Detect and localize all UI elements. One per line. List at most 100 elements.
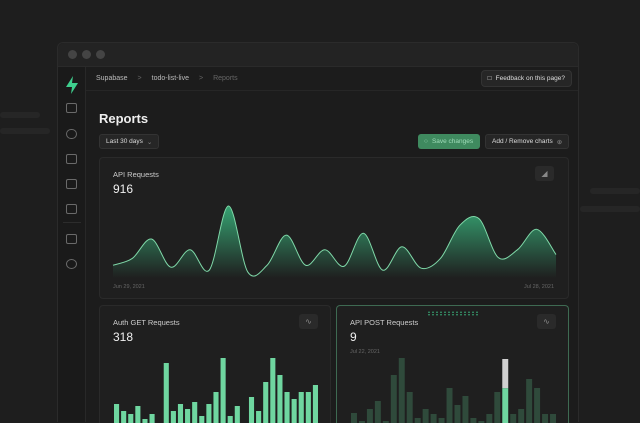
breadcrumb-current: Reports: [213, 75, 238, 82]
bar[interactable]: [206, 404, 212, 423]
bar[interactable]: [374, 401, 381, 423]
chart-title: API POST Requests: [350, 318, 419, 327]
chart-type-toggle[interactable]: ∿: [299, 314, 318, 329]
sidebar: [58, 67, 86, 422]
plus-circle-icon: ⊕: [556, 138, 563, 146]
bar[interactable]: [550, 414, 556, 423]
docs-icon[interactable]: [66, 234, 77, 244]
bar[interactable]: [510, 414, 517, 423]
breadcrumb: Supabase > todo-list-live > Reports □ Feedb…: [86, 67, 578, 91]
bar[interactable]: [406, 392, 413, 423]
drag-handle[interactable]: [427, 311, 479, 316]
window-close-button[interactable]: [68, 50, 77, 59]
background-decoration: [0, 128, 50, 134]
bar[interactable]: [277, 375, 283, 423]
bar[interactable]: [248, 397, 255, 423]
chart-type-toggle[interactable]: ◢: [535, 166, 554, 181]
table-editor-icon[interactable]: [66, 103, 77, 113]
bar[interactable]: [398, 358, 405, 423]
bar[interactable]: [199, 416, 205, 423]
window-maximize-button[interactable]: [96, 50, 105, 59]
bar[interactable]: [234, 406, 240, 423]
bar[interactable]: [192, 402, 198, 423]
bar[interactable]: [185, 409, 191, 423]
bar[interactable]: [312, 385, 318, 423]
settings-icon[interactable]: [66, 259, 77, 269]
sidebar-divider: [63, 222, 81, 223]
bar[interactable]: [486, 414, 493, 423]
bar[interactable]: [502, 388, 509, 423]
bar[interactable]: [430, 414, 437, 423]
bar[interactable]: [390, 375, 397, 423]
bar[interactable]: [351, 413, 357, 423]
bar[interactable]: [142, 419, 148, 423]
api-requests-card: API Requests 916 ◢ Jun 29, 2021 Jul 28, …: [99, 157, 569, 299]
save-label: Save changes: [431, 138, 474, 145]
window-minimize-button[interactable]: [82, 50, 91, 59]
bar[interactable]: [454, 405, 461, 423]
x-start-label: Jun 29, 2021: [113, 284, 145, 290]
chart-total: 318: [113, 330, 134, 344]
chart-title: Auth GET Requests: [113, 318, 180, 327]
bar[interactable]: [305, 392, 311, 423]
page-title: Reports: [99, 111, 149, 126]
bar[interactable]: [298, 392, 304, 423]
bar[interactable]: [422, 409, 429, 423]
terminal-icon[interactable]: [66, 179, 77, 189]
bar[interactable]: [256, 411, 262, 423]
bar[interactable]: [414, 418, 421, 423]
date-range-select[interactable]: Last 30 days ⌄: [99, 134, 160, 149]
feedback-button[interactable]: □ Feedback on this page?: [480, 70, 572, 87]
users-icon[interactable]: [66, 129, 77, 139]
bar[interactable]: [526, 379, 533, 423]
bar[interactable]: [220, 358, 226, 423]
bar[interactable]: [135, 406, 141, 423]
hover-date-label: Jul 22, 2021: [350, 349, 380, 355]
bar[interactable]: [149, 414, 155, 423]
bar[interactable]: [291, 399, 297, 423]
bar[interactable]: [366, 409, 373, 423]
bar[interactable]: [227, 416, 233, 423]
api-post-chart: [351, 358, 556, 423]
chart-type-toggle[interactable]: ∿: [537, 314, 556, 329]
feedback-label: Feedback on this page?: [495, 75, 565, 82]
add-remove-label: Add / Remove charts: [492, 138, 553, 145]
database-icon[interactable]: [66, 204, 77, 214]
bar[interactable]: [494, 392, 501, 423]
background-decoration: [580, 206, 640, 212]
bar[interactable]: [438, 418, 445, 423]
bar[interactable]: [534, 388, 541, 423]
bar[interactable]: [128, 414, 134, 423]
bar[interactable]: [270, 358, 276, 423]
chat-icon: □: [487, 75, 492, 82]
api-requests-chart: [112, 205, 557, 278]
add-remove-charts-button[interactable]: Add / Remove charts ⊕: [485, 134, 570, 149]
app-window: Supabase > todo-list-live > Reports □ Feedb…: [57, 42, 579, 423]
save-changes-button[interactable]: ○ Save changes: [418, 134, 480, 149]
chart-title: API Requests: [113, 170, 159, 179]
bar[interactable]: [177, 404, 184, 423]
area-line: [112, 205, 557, 277]
supabase-logo-icon[interactable]: [58, 73, 86, 97]
storage-icon[interactable]: [66, 154, 77, 164]
bar[interactable]: [121, 411, 127, 423]
bar[interactable]: [163, 363, 169, 423]
bar[interactable]: [518, 409, 525, 423]
bar[interactable]: [213, 392, 219, 423]
bar[interactable]: [462, 396, 469, 423]
bar[interactable]: [114, 404, 120, 423]
background-decoration: [0, 112, 40, 118]
bar[interactable]: [470, 418, 477, 423]
bar[interactable]: [542, 414, 549, 423]
breadcrumb-project[interactable]: todo-list-live: [151, 75, 189, 82]
bar[interactable]: [263, 382, 269, 423]
bar[interactable]: [170, 411, 176, 423]
bar-hover-cap: [502, 359, 509, 389]
background-decoration: [590, 188, 640, 194]
auth-get-chart: [114, 358, 318, 423]
chevron-down-icon: ⌄: [146, 138, 153, 146]
breadcrumb-org[interactable]: Supabase: [96, 75, 128, 82]
area-fill: [113, 205, 556, 278]
bar[interactable]: [284, 392, 290, 423]
bar[interactable]: [446, 388, 453, 423]
